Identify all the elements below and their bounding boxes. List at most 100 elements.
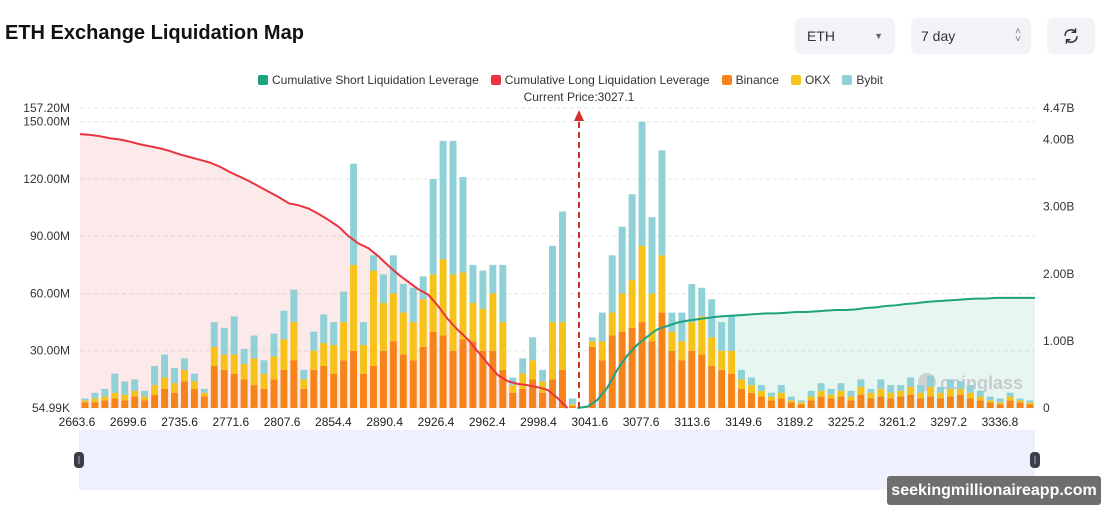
- bar-bybit: [598, 312, 606, 342]
- bar-binance: [459, 339, 467, 408]
- legend-swatch: [842, 75, 853, 85]
- bar-bybit: [240, 348, 248, 365]
- bar-okx: [449, 274, 457, 351]
- bar-okx: [350, 264, 358, 351]
- bar-binance: [638, 322, 646, 408]
- bar-okx: [180, 369, 188, 382]
- zoom-slider-track: [79, 430, 1035, 490]
- legend-short[interactable]: Cumulative Short Liquidation Leverage: [257, 73, 479, 87]
- bar-binance: [399, 354, 407, 408]
- bar-okx: [360, 345, 367, 374]
- bar-okx: [628, 280, 636, 328]
- x-tick-label: 2854.4: [315, 415, 352, 429]
- bar-binance: [658, 312, 666, 408]
- legend-okx[interactable]: OKX: [790, 73, 830, 87]
- bar-okx: [897, 390, 905, 397]
- bar-binance: [817, 396, 825, 408]
- bar-bybit: [350, 163, 358, 265]
- bar-bybit: [867, 388, 875, 393]
- bar-binance: [240, 379, 248, 408]
- bar-okx: [748, 385, 755, 393]
- bar-bybit: [429, 178, 437, 275]
- bar-bybit: [439, 140, 447, 260]
- chart-legend: Cumulative Short Liquidation Leverage Cu…: [0, 73, 1101, 87]
- bar-okx: [718, 350, 726, 370]
- x-tick-label: 2926.4: [418, 415, 455, 429]
- bar-bybit: [698, 287, 706, 317]
- bar-okx: [409, 322, 417, 361]
- y-left-tick-label: 150.00M: [23, 115, 70, 129]
- bar-bybit: [459, 177, 467, 273]
- bar-bybit: [777, 385, 785, 393]
- x-tick-label: 2807.6: [264, 415, 301, 429]
- bar-okx: [668, 331, 676, 351]
- bar-binance: [966, 398, 974, 408]
- y-right-tick-label: 2.00B: [1043, 267, 1074, 281]
- bar-bybit: [558, 211, 566, 323]
- bar-okx: [489, 293, 497, 351]
- bar-bybit: [469, 264, 477, 304]
- period-select[interactable]: 7 day ˄ ˅: [911, 18, 1031, 54]
- bar-okx: [956, 388, 964, 395]
- bar-binance: [290, 360, 298, 408]
- bar-bybit: [220, 327, 228, 355]
- bar-bybit: [270, 333, 278, 357]
- bar-bybit: [161, 354, 169, 378]
- bar-okx: [847, 396, 855, 401]
- legend-long[interactable]: Cumulative Long Liquidation Leverage: [490, 73, 710, 87]
- bar-binance: [1016, 402, 1024, 408]
- bar-okx: [459, 272, 467, 340]
- bar-bybit: [190, 373, 198, 382]
- bar-binance: [190, 388, 198, 408]
- bar-binance: [937, 398, 944, 408]
- bar-bybit: [171, 367, 178, 384]
- bar-bybit: [290, 289, 298, 323]
- bar-okx: [439, 259, 447, 336]
- bar-okx: [638, 245, 646, 323]
- bar-binance: [807, 400, 815, 408]
- bar-bybit: [946, 379, 954, 389]
- bar-binance: [91, 402, 99, 408]
- bar-bybit: [827, 388, 835, 395]
- bar-binance: [449, 350, 457, 408]
- cumulative-short-line: [577, 296, 1035, 409]
- bar-okx: [568, 404, 576, 407]
- bar-binance: [867, 398, 875, 408]
- bar-binance: [230, 373, 238, 408]
- refresh-button[interactable]: [1047, 18, 1095, 54]
- bar-okx: [728, 350, 736, 374]
- bar-binance: [648, 341, 656, 408]
- bar-bybit: [787, 396, 795, 401]
- bar-binance: [986, 402, 994, 408]
- bar-okx: [290, 322, 298, 361]
- bar-binance: [678, 360, 686, 408]
- bar-binance: [310, 369, 318, 408]
- bar-bybit: [489, 264, 497, 294]
- x-tick-label: 3261.2: [879, 415, 916, 429]
- bar-okx: [777, 392, 785, 399]
- y-right-tick-label: 3.00B: [1043, 200, 1074, 214]
- bar-okx: [867, 392, 875, 399]
- bar-binance: [1006, 400, 1014, 408]
- bar-bybit: [767, 392, 775, 397]
- bar-okx: [976, 396, 984, 401]
- bar-binance: [668, 350, 676, 408]
- y-left-tick-label: 54.99K: [32, 401, 70, 415]
- bar-bybit: [369, 255, 377, 271]
- bar-binance: [628, 327, 636, 408]
- bar-binance: [907, 394, 915, 408]
- bar-bybit: [389, 255, 397, 294]
- bar-bybit: [668, 312, 676, 332]
- legend-bybit[interactable]: Bybit: [842, 73, 883, 87]
- bar-bybit: [678, 312, 686, 342]
- legend-binance[interactable]: Binance: [721, 73, 779, 87]
- bar-okx: [101, 396, 109, 401]
- bar-binance: [558, 369, 566, 408]
- bar-binance: [101, 400, 109, 408]
- bar-bybit: [837, 383, 845, 391]
- bar-okx: [300, 379, 308, 389]
- coin-select[interactable]: ETH ▼: [795, 18, 895, 54]
- bar-okx: [419, 299, 427, 347]
- bar-binance: [728, 373, 736, 408]
- y-left-tick-label: 60.00M: [30, 286, 70, 300]
